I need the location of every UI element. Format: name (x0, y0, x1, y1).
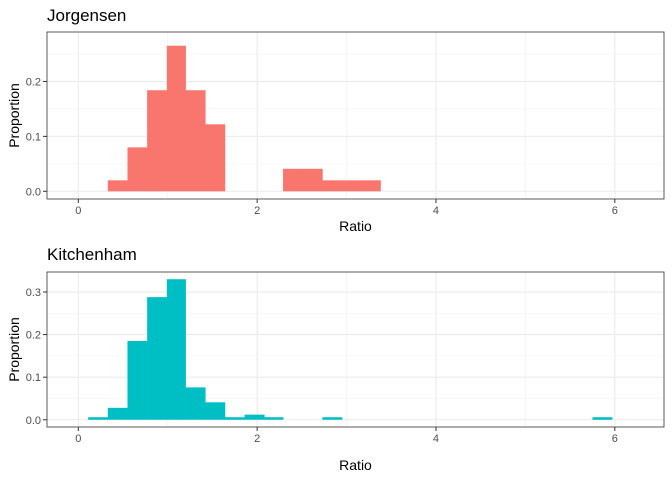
jorgensen-histogram-bar-10 (360, 180, 381, 192)
kitchenham-x-tick-label: 6 (612, 433, 618, 445)
kitchenham-histogram-bar-6 (205, 402, 226, 420)
jorgensen-y-tick-label: 0.1 (26, 131, 41, 143)
kitchenham-histogram-bar-0 (88, 417, 109, 420)
kitchenham-histogram-bar-1 (107, 407, 128, 420)
jorgensen-x-axis-title: Ratio (339, 218, 372, 234)
jorgensen-ticks: 0 2 4 6 0.0 0.1 0.2 (26, 76, 618, 217)
kitchenham-y-tick-label: 0.2 (26, 330, 41, 342)
kitchenham-x-tick-label: 2 (254, 433, 260, 445)
jorgensen-histogram-bar-1 (127, 147, 148, 192)
jorgensen-histogram-bar-9 (342, 180, 362, 192)
jorgensen-x-tick-label: 0 (75, 205, 81, 217)
jorgensen-histogram-bar-6 (283, 168, 304, 192)
jorgensen-plot-border (46, 31, 665, 200)
jorgensen-y-tick-label: 0.2 (26, 76, 41, 88)
kitchenham-histogram-bar-5 (185, 387, 206, 420)
jorgensen-x-tick-label: 6 (612, 205, 618, 217)
jorgensen-x-tick-label: 2 (254, 205, 260, 217)
kitchenham-histogram-bar-4 (166, 279, 186, 420)
jorgensen-histogram-bar-7 (302, 168, 323, 192)
kitchenham-histogram-bar-9 (264, 417, 284, 420)
kitchenham-plot-border (46, 271, 665, 428)
jorgensen-histogram-bar-0 (107, 180, 128, 192)
jorgensen-y-tick-label: 0.0 (26, 186, 41, 198)
kitchenham-histogram-bar-7 (224, 417, 245, 420)
jorgensen-bars (107, 45, 381, 192)
kitchenham-bars (88, 279, 613, 420)
jorgensen-histogram-bar-5 (205, 124, 226, 192)
kitchenham-panel: Kitchenham 0 2 4 6 0.0 0.1 0.2 0.3 Ratio Propor… (6, 245, 665, 473)
kitchenham-title: Kitchenham (47, 245, 137, 264)
jorgensen-histogram-bar-4 (185, 90, 206, 192)
jorgensen-title: Jorgensen (47, 6, 126, 25)
jorgensen-y-axis-title: Proportion (6, 83, 22, 148)
kitchenham-histogram-bar-2 (127, 340, 148, 420)
kitchenham-y-tick-label: 0.1 (26, 372, 41, 384)
jorgensen-histogram-bar-3 (166, 45, 186, 192)
kitchenham-histogram-bar-10 (322, 417, 343, 420)
kitchenham-y-tick-label: 0.0 (26, 415, 41, 427)
kitchenham-x-tick-label: 0 (75, 433, 81, 445)
kitchenham-histogram-bar-3 (147, 297, 168, 420)
kitchenham-histogram-bar-8 (244, 414, 265, 420)
jorgensen-panel: Jorgensen 0 2 4 6 0.0 0.1 0.2 Ratio Proportion (6, 6, 665, 234)
jorgensen-x-tick-label: 4 (433, 205, 439, 217)
kitchenham-x-tick-label: 4 (433, 433, 439, 445)
kitchenham-histogram-bar-11 (592, 417, 613, 420)
jorgensen-histogram-bar-8 (322, 180, 343, 192)
jorgensen-histogram-bar-2 (147, 90, 168, 192)
kitchenham-x-axis-title: Ratio (339, 457, 372, 473)
kitchenham-y-tick-label: 0.3 (26, 287, 41, 299)
kitchenham-y-axis-title: Proportion (6, 317, 22, 382)
kitchenham-ticks: 0 2 4 6 0.0 0.1 0.2 0.3 (26, 287, 618, 445)
